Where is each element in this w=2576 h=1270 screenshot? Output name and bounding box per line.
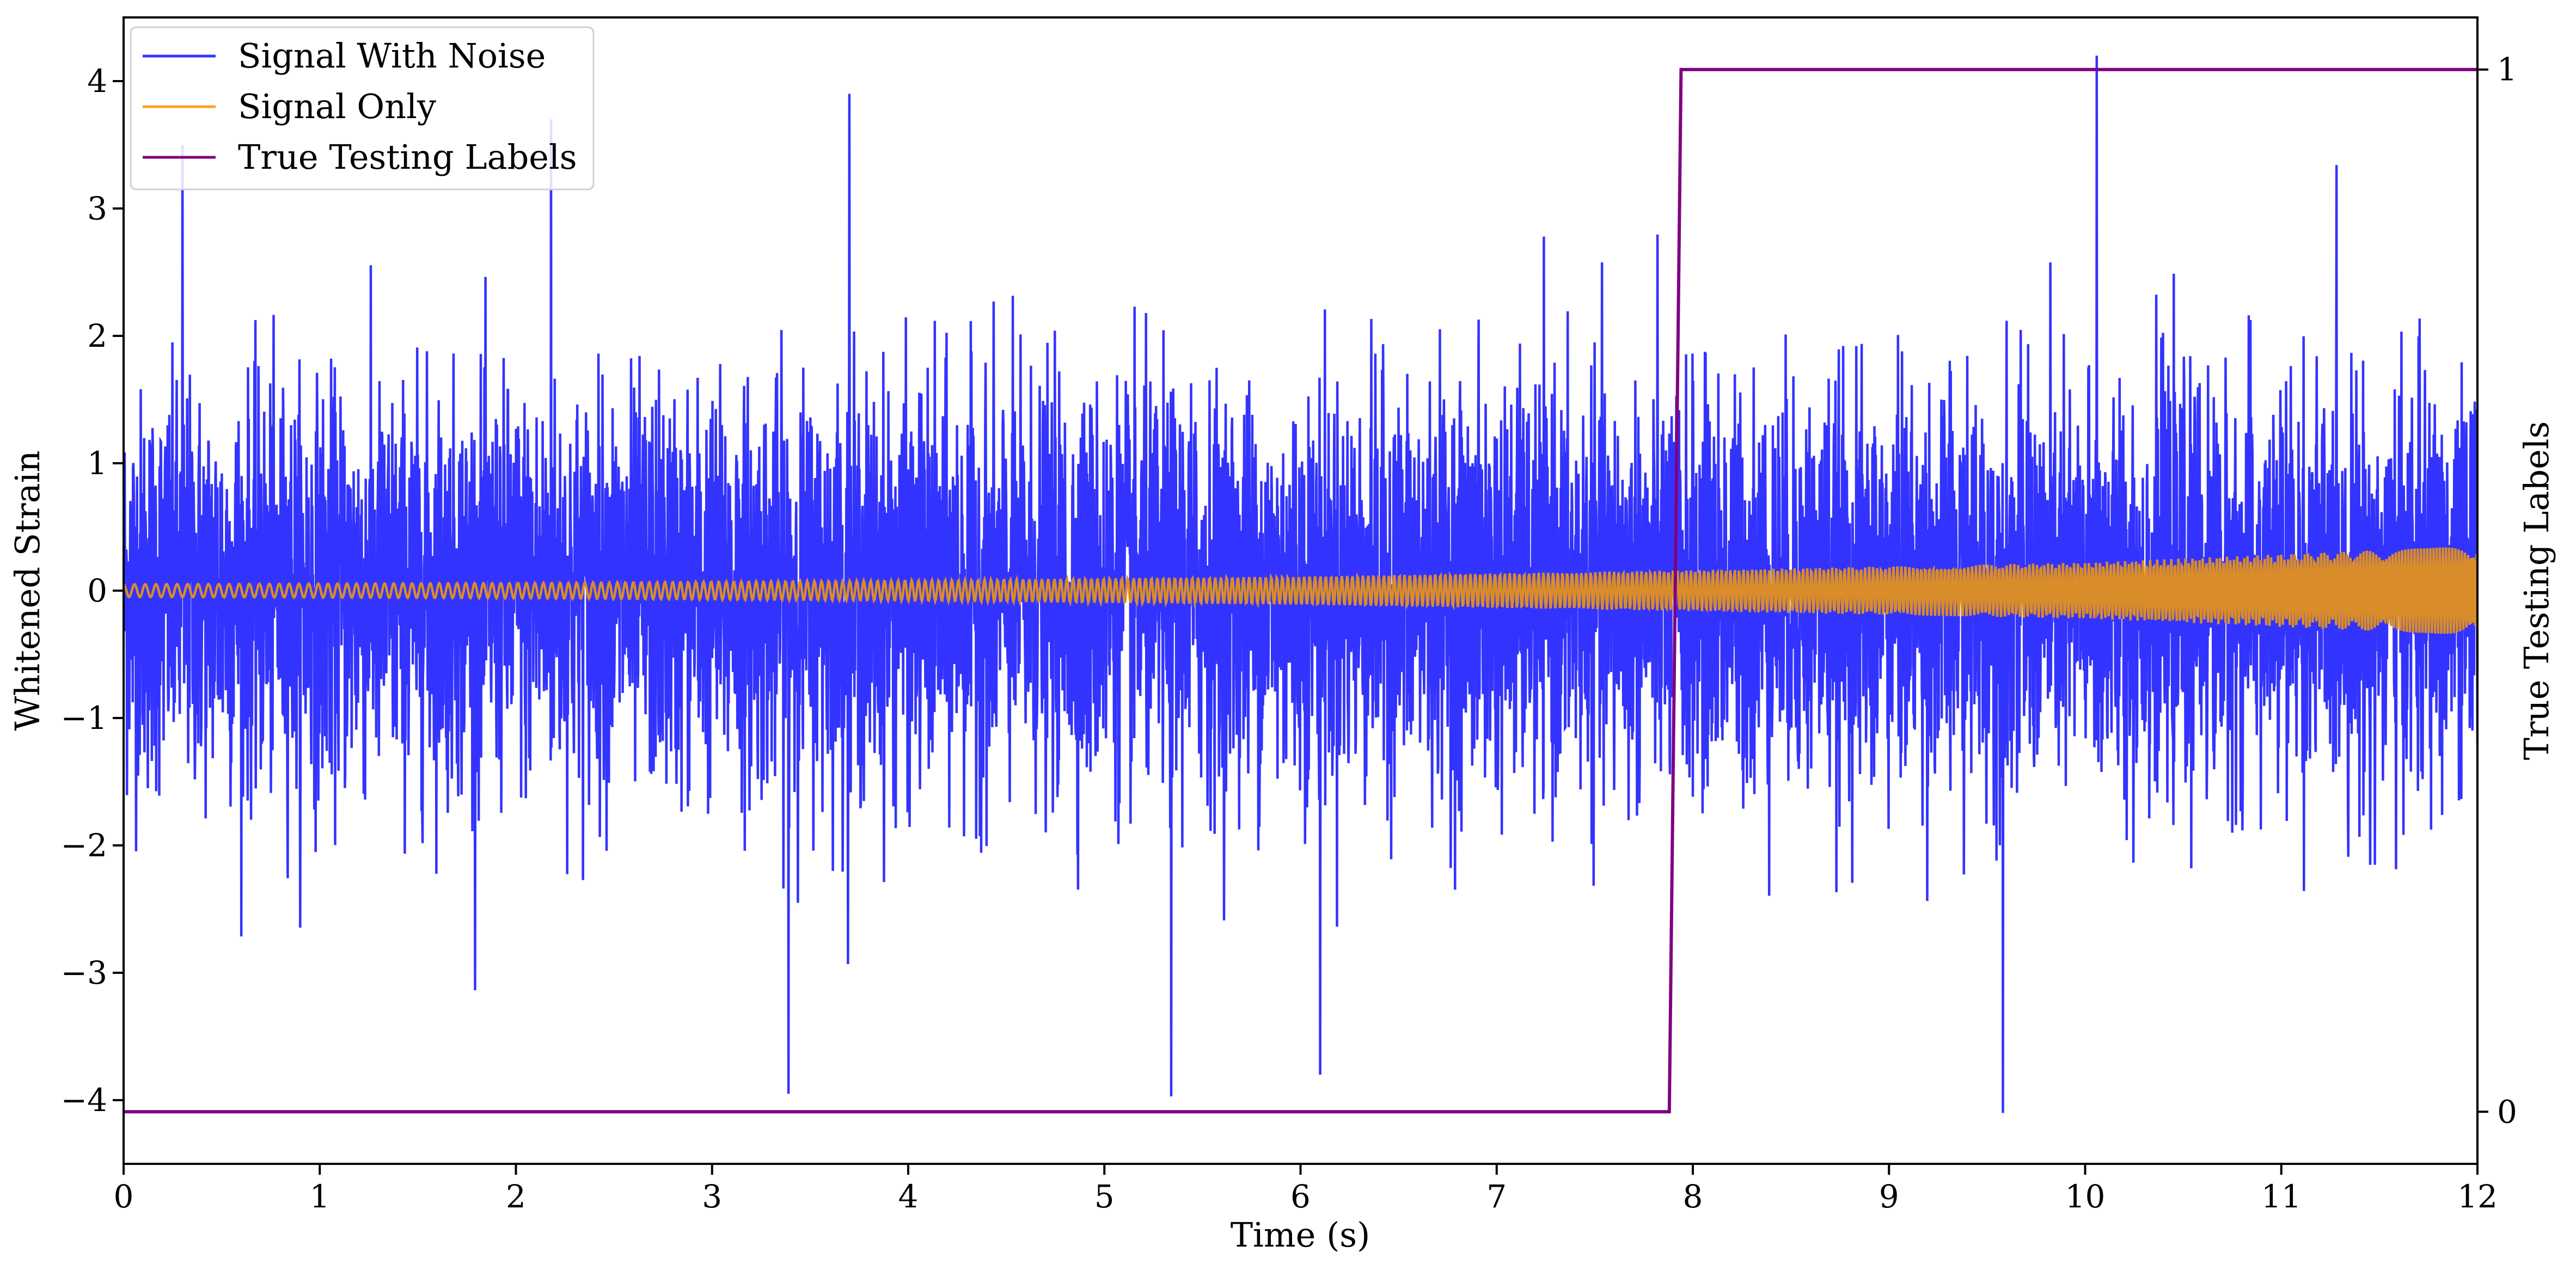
plot-area xyxy=(124,56,2477,1114)
x-tick-label: 10 xyxy=(2065,1178,2106,1215)
legend-label-true-testing-labels: True Testing Labels xyxy=(238,137,577,177)
series-signal-with-noise xyxy=(124,56,2477,1113)
y-tick-label: −3 xyxy=(61,954,108,991)
y2-axis-title: True Testing Labels xyxy=(2517,421,2556,760)
x-axis-title: Time (s) xyxy=(1231,1215,1370,1255)
x-tick-label: 8 xyxy=(1683,1178,1703,1215)
y-tick-label: 4 xyxy=(87,63,107,100)
x-tick-label: 11 xyxy=(2261,1178,2302,1215)
x-tick-label: 3 xyxy=(702,1178,722,1215)
x-tick-label: 5 xyxy=(1094,1178,1115,1215)
y-tick-label: 3 xyxy=(87,190,107,227)
y-tick-label: 1 xyxy=(87,445,107,482)
legend-label-signal-only: Signal Only xyxy=(238,87,436,126)
y-tick-label: 0 xyxy=(87,572,107,609)
x-tick-label: 0 xyxy=(114,1178,134,1215)
y2-tick-label: 1 xyxy=(2497,51,2517,88)
y-tick-label: −4 xyxy=(61,1082,108,1119)
series-true-testing-labels xyxy=(124,68,2477,1114)
x-tick-label: 4 xyxy=(898,1178,919,1215)
legend-box xyxy=(130,26,595,191)
y-tick-label: −1 xyxy=(61,700,108,737)
legend: Signal With Noise Signal Only True Testi… xyxy=(130,26,595,191)
y-axis-title: Whitened Strain xyxy=(8,451,47,731)
y-tick-label: 2 xyxy=(87,317,107,354)
series-signal-only xyxy=(124,547,2477,634)
x-tick-label: 6 xyxy=(1290,1178,1311,1215)
x-axis: 0 1 2 3 4 5 6 7 8 9 10 11 12 xyxy=(114,1164,2498,1215)
y-tick-label: −2 xyxy=(61,827,108,864)
x-tick-label: 2 xyxy=(506,1178,526,1215)
legend-label-signal-with-noise: Signal With Noise xyxy=(238,36,546,76)
y-axis-left: 4 3 2 1 0 −1 −2 −3 −4 xyxy=(61,63,124,1119)
x-tick-label: 7 xyxy=(1486,1178,1507,1215)
y2-tick-label: 0 xyxy=(2497,1093,2517,1130)
x-tick-label: 12 xyxy=(2457,1178,2498,1215)
x-tick-label: 9 xyxy=(1879,1178,1899,1215)
y-axis-right: 10 xyxy=(2477,51,2517,1130)
x-tick-label: 1 xyxy=(310,1178,330,1215)
